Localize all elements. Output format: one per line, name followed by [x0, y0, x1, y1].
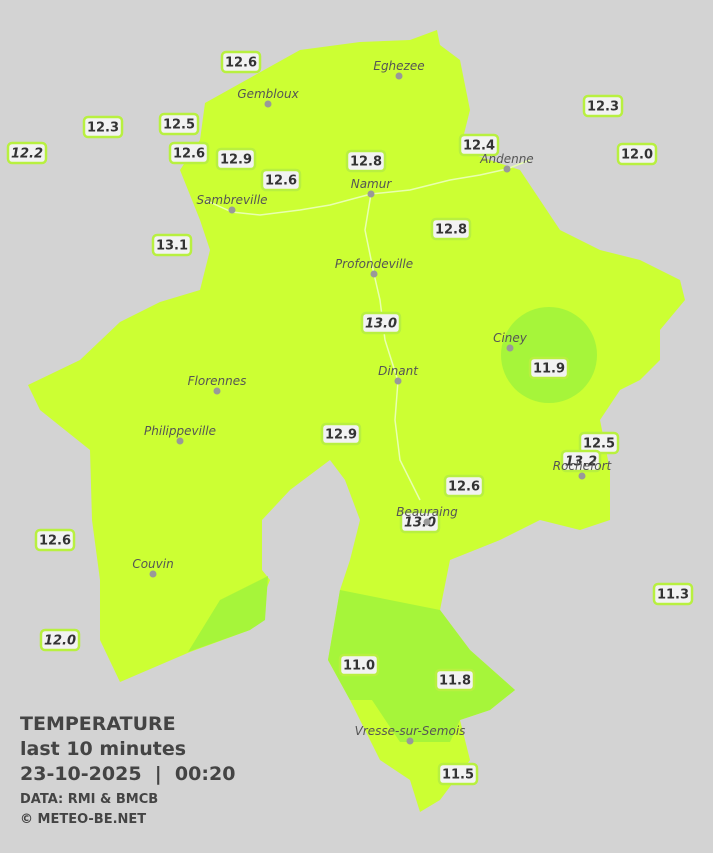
city-dot	[503, 165, 511, 173]
station-value: 13.2	[565, 455, 597, 470]
city-label: Couvin	[132, 557, 173, 571]
station-box	[215, 147, 257, 171]
legend-datetime: 23-10-2025 | 00:20	[20, 763, 235, 785]
city-label: Gembloux	[237, 87, 299, 101]
station-box	[528, 356, 570, 380]
station-box	[434, 668, 476, 692]
city-label: Ciney	[493, 331, 528, 345]
cool-area	[501, 307, 597, 403]
station-value: 11.5	[442, 768, 474, 783]
station-box	[345, 149, 387, 173]
station-value: 12.2	[11, 147, 43, 162]
city-dot	[506, 344, 514, 352]
city-label: Philippeville	[144, 424, 216, 438]
station-value: 11.9	[533, 362, 565, 377]
station-value: 11.0	[343, 659, 375, 674]
station-value: 11.3	[657, 588, 689, 603]
station-value: 12.5	[163, 118, 195, 133]
city-label: Sambreville	[196, 193, 267, 207]
station-value: 12.0	[44, 634, 76, 649]
station-box	[458, 133, 500, 157]
station-box	[437, 762, 479, 786]
city-label: Profondeville	[335, 257, 413, 271]
station-box	[6, 141, 48, 165]
legend-title: TEMPERATURE	[20, 713, 176, 735]
station-value: 13.1	[156, 239, 188, 254]
legend-source: DATA: RMI & BMCB	[20, 792, 158, 807]
station-box	[158, 112, 200, 136]
city-label: Namur	[351, 177, 393, 191]
station-value: 13.0	[365, 317, 397, 332]
cities: Eghezee Gembloux Andenne Namur Sambreville Pr…	[132, 59, 613, 745]
legend: TEMPERATURE last 10 minutes 23-10-2025 |…	[20, 713, 235, 827]
station-box	[168, 141, 210, 165]
cool-area	[188, 576, 268, 652]
city-dot	[213, 387, 221, 395]
station-value: 12.6	[173, 147, 205, 162]
station-value: 12.6	[39, 534, 71, 549]
station-box	[360, 311, 402, 335]
river	[364, 193, 421, 501]
station-box	[582, 94, 624, 118]
station-value: 12.4	[463, 139, 495, 154]
city-dot	[370, 270, 378, 278]
station-box	[430, 217, 472, 241]
legend-subtitle: last 10 minutes	[20, 738, 186, 760]
stations: 12.6 12.3 12.5 12.2 12.6 12.9 12.6 12.8 12.4 12.3…	[6, 50, 694, 786]
station-value: 12.5	[583, 437, 615, 452]
station-box	[320, 422, 362, 446]
station-box	[560, 449, 602, 473]
city-dot	[395, 72, 403, 80]
station-value: 12.9	[325, 428, 357, 443]
station-value: 12.9	[220, 153, 252, 168]
station-box	[338, 653, 380, 677]
station-box	[443, 474, 485, 498]
city-label: Florennes	[188, 374, 247, 388]
province	[28, 30, 685, 812]
station-box	[34, 528, 76, 552]
city-label: Beauraing	[396, 505, 458, 519]
city-label: Dinant	[378, 364, 419, 378]
station-value: 12.3	[87, 121, 119, 136]
city-dot	[578, 472, 586, 480]
cool-area	[328, 590, 515, 742]
city-dot	[394, 377, 402, 385]
station-value: 12.3	[587, 100, 619, 115]
station-box	[399, 510, 441, 534]
station-box	[220, 50, 262, 74]
station-value: 12.6	[448, 480, 480, 495]
station-box	[82, 115, 124, 139]
city-label: Eghezee	[373, 59, 424, 73]
city-label: Vresse-sur-Semois	[355, 724, 466, 738]
station-value: 12.8	[350, 155, 382, 170]
city-dot	[149, 570, 157, 578]
station-box	[151, 233, 193, 257]
city-dot	[367, 190, 375, 198]
city-dot	[176, 437, 184, 445]
station-box	[616, 142, 658, 166]
city-dot	[264, 100, 272, 108]
station-value: 12.6	[225, 56, 257, 71]
city-dot	[406, 737, 414, 745]
city-dot	[228, 206, 236, 214]
station-box	[260, 168, 302, 192]
city-dot	[423, 518, 431, 526]
station-value: 12.6	[265, 174, 297, 189]
station-box	[39, 628, 81, 652]
station-box	[652, 582, 694, 606]
city-label: Rochefort	[553, 459, 613, 473]
city-label: Andenne	[479, 152, 533, 166]
station-value: 12.8	[435, 223, 467, 238]
station-value: 11.8	[439, 674, 471, 689]
station-value: 12.0	[621, 148, 653, 163]
legend-copyright: © METEO-BE.NET	[20, 812, 146, 827]
